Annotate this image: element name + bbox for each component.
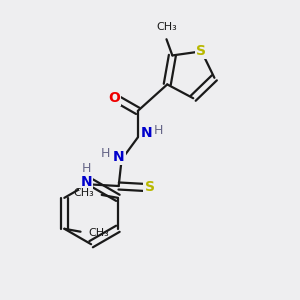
Text: N: N bbox=[141, 126, 152, 140]
Text: H: H bbox=[154, 124, 164, 136]
Text: O: O bbox=[108, 91, 120, 105]
Text: N: N bbox=[113, 150, 124, 164]
Text: CH₃: CH₃ bbox=[74, 188, 94, 198]
Text: CH₃: CH₃ bbox=[88, 228, 109, 238]
Text: H: H bbox=[100, 147, 110, 160]
Text: CH₃: CH₃ bbox=[156, 22, 177, 32]
Text: S: S bbox=[145, 181, 154, 194]
Text: H: H bbox=[82, 162, 91, 175]
Text: N: N bbox=[80, 175, 92, 189]
Text: S: S bbox=[196, 44, 206, 58]
